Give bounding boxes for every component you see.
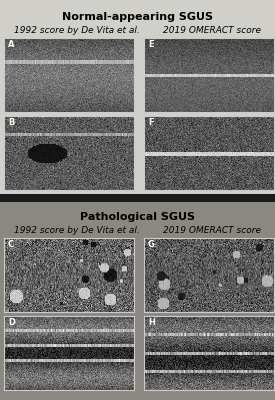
- Text: G: G: [148, 240, 155, 249]
- Text: 1992 score by De Vita et al.: 1992 score by De Vita et al.: [14, 26, 139, 35]
- Text: Normal-appearing SGUS: Normal-appearing SGUS: [62, 12, 213, 22]
- Text: A: A: [8, 40, 14, 49]
- Text: 2019 OMERACT score: 2019 OMERACT score: [163, 226, 261, 235]
- Text: C: C: [8, 240, 14, 249]
- Text: Pathological SGUS: Pathological SGUS: [80, 212, 195, 222]
- Text: B: B: [8, 118, 14, 127]
- Text: E: E: [148, 40, 153, 49]
- Text: 1992 score by De Vita et al.: 1992 score by De Vita et al.: [14, 226, 139, 235]
- Text: F: F: [148, 118, 153, 127]
- Text: 2019 OMERACT score: 2019 OMERACT score: [163, 26, 261, 35]
- Text: H: H: [148, 318, 155, 327]
- Text: D: D: [8, 318, 15, 327]
